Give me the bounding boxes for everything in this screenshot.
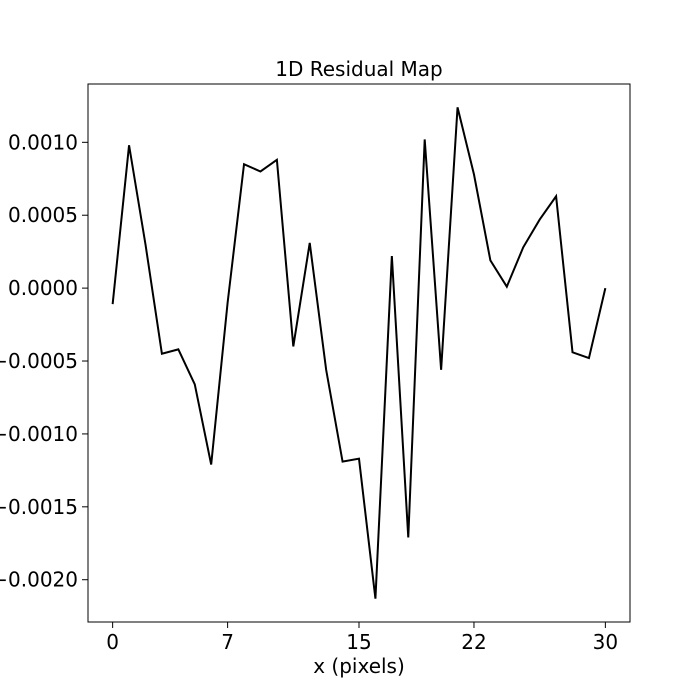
x-tick-label: 0 <box>106 630 119 654</box>
y-tick-label: 0.0005 <box>8 203 78 227</box>
chart-title: 1D Residual Map <box>275 57 443 81</box>
x-tick-label: 22 <box>461 630 486 654</box>
y-axis: 0.0010 0.0005 0.0000 −0.0005 −0.0010 −0.0015 −… <box>0 130 88 592</box>
x-tick-label: 15 <box>346 630 371 654</box>
plot-frame <box>87 83 631 623</box>
plot-area <box>111 107 607 599</box>
y-tick-label: 0.0010 <box>8 130 78 154</box>
x-tick-label: 30 <box>593 630 618 654</box>
residual-series-line <box>111 107 607 599</box>
y-tick-label: −0.0005 <box>0 349 78 373</box>
y-tick-label: −0.0015 <box>0 495 78 519</box>
y-tick-label: −0.0020 <box>0 568 78 592</box>
x-axis: 0 7 15 22 30 <box>106 622 618 654</box>
y-tick-label: −0.0010 <box>0 422 78 446</box>
x-axis-label: x (pixels) <box>313 654 405 678</box>
x-tick-label: 7 <box>221 630 234 654</box>
y-tick-label: 0.0000 <box>8 276 78 300</box>
